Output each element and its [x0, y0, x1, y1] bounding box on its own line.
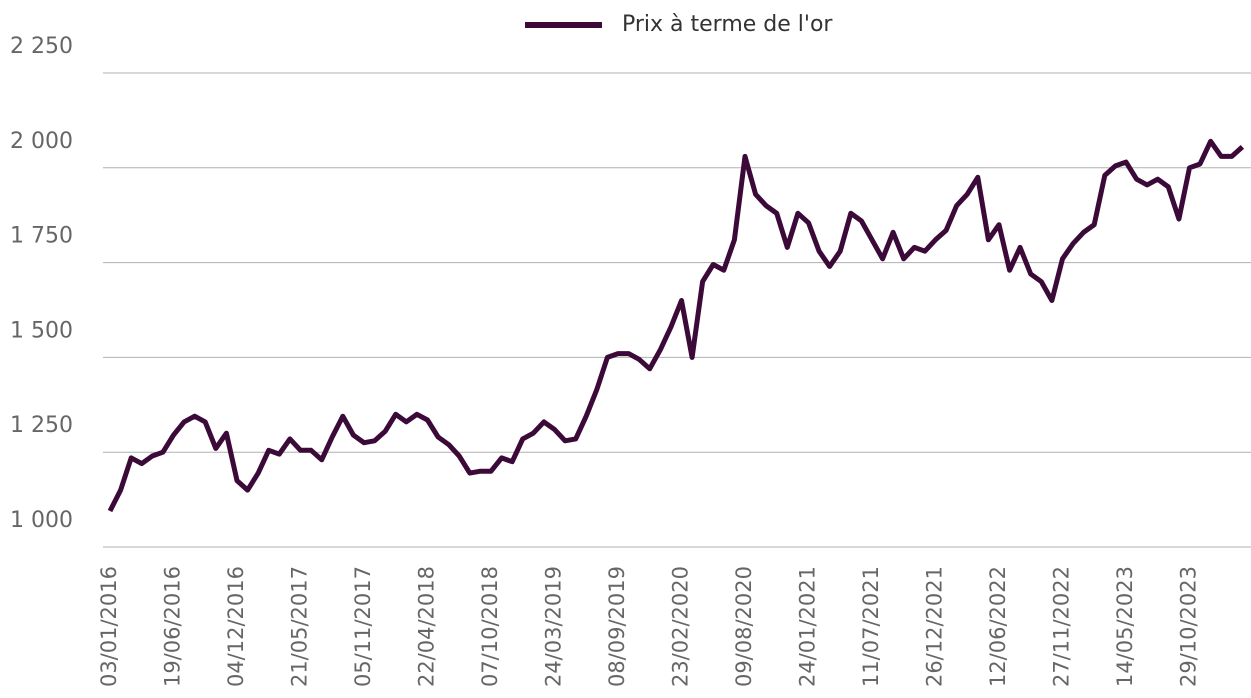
x-tick-label: 27/11/2022 [1049, 566, 1073, 687]
y-tick-label: 1 500 [10, 318, 73, 343]
x-tick-label: 05/11/2017 [351, 566, 375, 687]
x-tick-label: 08/09/2019 [605, 566, 629, 687]
x-tick-label: 14/05/2023 [1113, 566, 1137, 687]
x-tick-label: 26/12/2021 [922, 566, 946, 687]
x-tick-label: 04/12/2016 [224, 566, 248, 687]
x-tick-label: 19/06/2016 [160, 566, 184, 687]
y-tick-label: 1 750 [10, 224, 73, 249]
line-series [107, 138, 1245, 513]
y-tick-label: 2 000 [10, 129, 73, 154]
x-tick-label: 24/03/2019 [541, 566, 565, 687]
x-tick-label: 09/08/2020 [732, 566, 756, 687]
x-tick-label: 21/05/2017 [287, 566, 311, 687]
x-tick-label: 23/02/2020 [668, 566, 692, 687]
x-tick-label: 03/01/2016 [97, 566, 121, 687]
x-tick-label: 11/07/2021 [859, 566, 883, 687]
x-tick-label: 12/06/2022 [986, 566, 1010, 687]
y-tick-label: 1 000 [10, 508, 73, 533]
x-tick-label: 07/10/2018 [478, 566, 502, 687]
y-tick-label: 1 250 [10, 413, 73, 438]
x-tick-label: 29/10/2023 [1176, 566, 1200, 687]
x-tick-label: 22/04/2018 [414, 566, 438, 687]
legend-label: Prix à terme de l'or [622, 12, 833, 37]
x-tick-label: 24/01/2021 [795, 566, 819, 687]
y-tick-label: 2 250 [10, 34, 73, 59]
